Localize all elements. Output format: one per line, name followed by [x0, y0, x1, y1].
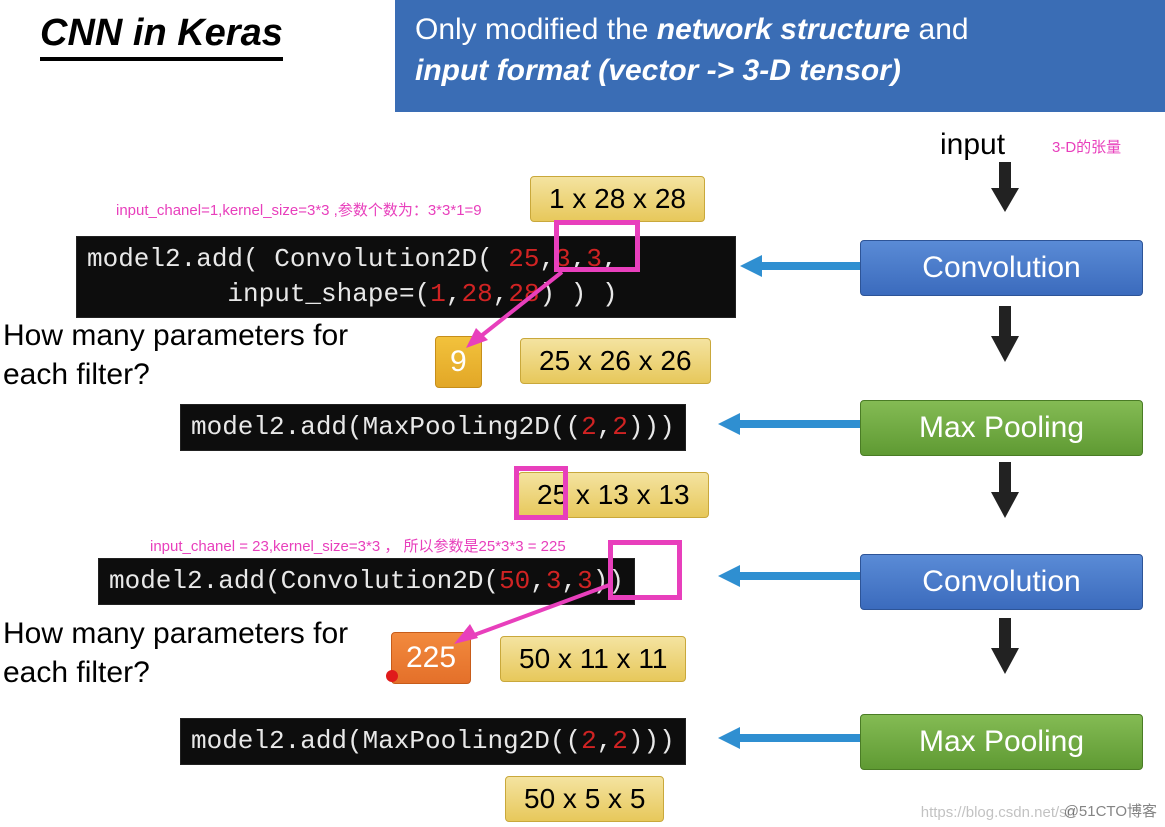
t: model2.add(MaxPooling2D((: [191, 726, 581, 756]
banner: Only modified the network structure and …: [395, 0, 1165, 112]
pink-arrow-2: [452, 578, 622, 655]
t: ))): [628, 726, 675, 756]
flow-conv-1: Convolution: [860, 240, 1143, 296]
t: model2.add( Convolution2D(: [87, 244, 508, 274]
flow-pool-2: Max Pooling: [860, 714, 1143, 770]
watermark-1: https://blog.csdn.net/sn: [921, 804, 1075, 821]
arrow-down-1: [985, 162, 1025, 214]
arrow-left-4: [718, 724, 860, 757]
banner-b1: network structure: [657, 13, 910, 46]
pink-rect-1: [554, 220, 640, 272]
pink-arrow-1: [462, 266, 572, 357]
code-maxpool-1: model2.add(MaxPooling2D((2,2))): [180, 404, 686, 451]
dim-1: 1 x 28 x 28: [530, 176, 705, 222]
t: input_shape=(: [87, 279, 430, 309]
watermark-2: @51CTO博客: [1064, 800, 1157, 821]
question-2: How many parameters for each filter?: [3, 614, 403, 692]
banner-text-pre: Only modified the: [415, 13, 657, 46]
n: 1: [430, 279, 446, 309]
red-dot: [386, 670, 398, 682]
t: ))): [628, 412, 675, 442]
s: ,: [597, 412, 613, 442]
banner-text-mid: and: [910, 13, 968, 46]
note-2: input_chanel = 23,kernel_size=3*3 ， 所以参数…: [150, 535, 566, 556]
n: 2: [612, 726, 628, 756]
pink-rect-2: [514, 466, 568, 520]
dim-5: 50 x 5 x 5: [505, 776, 664, 822]
note-tensor: 3-D的张量: [1052, 136, 1121, 157]
n: 2: [581, 412, 597, 442]
s: ,: [597, 726, 613, 756]
s: ,: [446, 279, 462, 309]
note-1: input_chanel=1,kernel_size=3*3 ,参数个数为：3*…: [116, 199, 482, 220]
flow-pool-1: Max Pooling: [860, 400, 1143, 456]
flow-conv-2: Convolution: [860, 554, 1143, 610]
n: 2: [581, 726, 597, 756]
input-label: input: [940, 128, 1005, 162]
arrow-down-2: [985, 306, 1025, 364]
banner-b2: input format (vector -> 3-D tensor): [415, 54, 901, 87]
n: 2: [612, 412, 628, 442]
arrow-left-3: [718, 562, 860, 595]
arrow-down-3: [985, 462, 1025, 520]
t: model2.add(MaxPooling2D((: [191, 412, 581, 442]
arrow-left-2: [718, 410, 860, 443]
arrow-down-4: [985, 618, 1025, 676]
arrow-left-1: [740, 252, 860, 285]
code-maxpool-2: model2.add(MaxPooling2D((2,2))): [180, 718, 686, 765]
question-1: How many parameters for each filter?: [3, 316, 403, 394]
t: model2.add(Convolution2D(: [109, 566, 499, 596]
page-title: CNN in Keras: [40, 12, 283, 61]
